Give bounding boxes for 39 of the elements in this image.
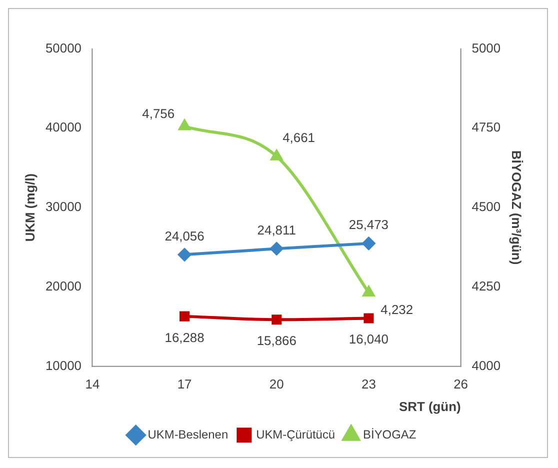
data-label: 24,811 <box>257 222 296 238</box>
point <box>272 314 282 325</box>
point <box>178 248 192 262</box>
y2-tick-label: 5000 <box>472 40 501 56</box>
legend-label: BİYOGAZ <box>363 427 416 442</box>
x-tick-label: 14 <box>85 376 100 392</box>
point <box>270 242 284 256</box>
y-tick-label: 20000 <box>45 278 82 294</box>
y2-axis-title: BİYOGAZ (m³/gün) <box>508 150 524 265</box>
data-label: 4,232 <box>380 302 414 318</box>
point <box>270 150 282 160</box>
y2-tick-label: 4750 <box>472 120 501 135</box>
data-label: 16,040 <box>348 332 389 347</box>
y-tick-label: 30000 <box>45 199 82 214</box>
data-label: 16,288 <box>164 330 204 345</box>
x-tick-label: 17 <box>177 376 192 392</box>
y2-tick-label: 4000 <box>472 358 501 373</box>
point <box>362 236 376 250</box>
data-label: 24,056 <box>164 228 204 244</box>
x-tick-label: 23 <box>362 376 376 392</box>
point <box>178 120 190 130</box>
y2-tick-label: 4500 <box>472 199 501 214</box>
x-axis-title: SRT (gün) <box>398 398 461 414</box>
data-label: 15,866 <box>256 333 296 348</box>
y-tick-label: 40000 <box>45 120 82 135</box>
point <box>362 286 375 297</box>
y2-tick-label: 4250 <box>472 278 501 294</box>
y-tick-label: 10000 <box>45 358 82 373</box>
x-tick-label: 26 <box>454 376 468 392</box>
legend-label: UKM-Beslenen <box>148 427 228 442</box>
x-tick-label: 20 <box>269 376 284 392</box>
data-label: 25,473 <box>348 217 389 232</box>
y-axis-title: UKM (mg/l) <box>22 173 38 242</box>
data-label: 4,661 <box>282 130 315 146</box>
y-tick-label: 50000 <box>45 40 82 56</box>
data-label: 4,756 <box>142 106 175 121</box>
point <box>180 311 190 322</box>
point <box>364 313 374 324</box>
legend-label: UKM-Çürütücü <box>256 427 336 442</box>
